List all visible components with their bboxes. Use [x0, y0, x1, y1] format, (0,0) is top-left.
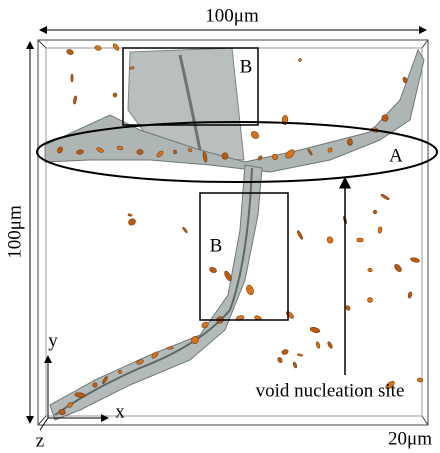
void [277, 357, 283, 363]
void [201, 321, 209, 329]
void [66, 49, 74, 55]
void [402, 76, 408, 84]
void [151, 351, 159, 359]
void [202, 151, 208, 163]
void [58, 408, 66, 416]
axis-label: z [36, 430, 44, 451]
void [292, 361, 298, 369]
void [136, 149, 144, 155]
region-b-outline [199, 192, 289, 321]
boundary-edge [178, 54, 202, 151]
void [385, 380, 395, 390]
void [112, 43, 120, 51]
void [416, 377, 424, 383]
void [367, 297, 373, 303]
void [166, 346, 174, 350]
height-label: 100μm [4, 205, 25, 259]
void [156, 150, 164, 158]
void [191, 336, 199, 344]
void [76, 149, 84, 155]
void [116, 145, 124, 151]
void [381, 114, 389, 122]
void [128, 218, 136, 226]
region-label: B [240, 56, 253, 77]
void [296, 353, 304, 357]
void [187, 147, 193, 153]
void [326, 236, 334, 244]
void [246, 284, 254, 296]
void [367, 267, 373, 273]
void [394, 264, 402, 272]
region-label: A [389, 145, 403, 166]
void [309, 327, 321, 333]
void [298, 58, 302, 62]
void [307, 148, 313, 156]
void [272, 153, 278, 161]
void [356, 237, 364, 243]
region-a-outline [36, 121, 438, 183]
region-label: B [210, 235, 223, 256]
void [257, 155, 263, 161]
void [281, 349, 289, 355]
void [407, 291, 413, 299]
void [129, 66, 135, 70]
boundary-sheet [44, 48, 425, 173]
void [136, 359, 144, 365]
void [96, 147, 104, 153]
void [327, 341, 333, 349]
void [182, 226, 188, 234]
void [285, 149, 295, 159]
void [74, 392, 86, 398]
void [94, 45, 102, 51]
void [410, 257, 420, 263]
depth-label: 20μm [388, 428, 432, 449]
void [127, 213, 133, 217]
void [117, 370, 123, 374]
triple-line [54, 167, 253, 416]
void [173, 149, 177, 155]
void [377, 226, 383, 234]
void [112, 92, 118, 98]
grain-boundary [44, 47, 425, 421]
void [92, 382, 98, 388]
void [372, 209, 378, 215]
void [380, 194, 390, 200]
region-b-outline [122, 47, 259, 126]
void [250, 131, 260, 139]
voids [57, 43, 424, 416]
void [327, 147, 333, 153]
boundary-sheet [49, 164, 263, 421]
void [67, 402, 73, 408]
axis-arrow [39, 417, 49, 431]
void [224, 270, 232, 282]
void [297, 230, 303, 240]
void [221, 152, 229, 160]
void [70, 73, 74, 83]
void [102, 376, 108, 384]
void [347, 138, 353, 146]
void [315, 341, 321, 349]
void [73, 95, 77, 105]
void [209, 267, 217, 273]
axis-label: y [48, 330, 58, 351]
void [57, 146, 63, 154]
void [345, 305, 351, 311]
width-label: 100μm [205, 5, 259, 26]
annotation: void nucleation site [256, 380, 405, 401]
axis-label: x [115, 401, 125, 422]
